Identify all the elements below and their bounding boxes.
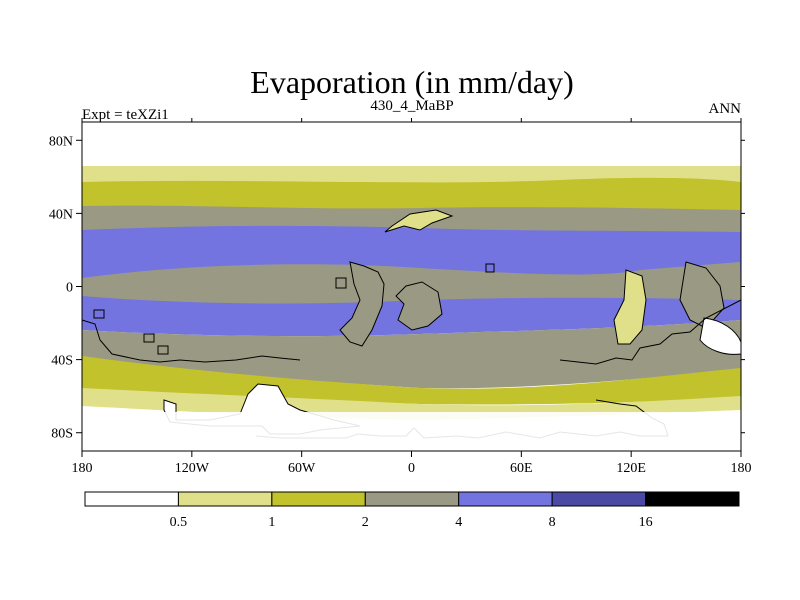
continent-west-outline — [339, 261, 385, 347]
colorbar-segment — [458, 491, 553, 507]
x-tick-label: 180 — [72, 461, 93, 476]
x-tick-label: 120W — [175, 461, 210, 476]
colorbar-label: 0.5 — [170, 515, 188, 530]
island-1 — [335, 277, 347, 289]
polar-white-bottom — [82, 412, 741, 451]
continent-center-outline — [395, 281, 443, 331]
y-tick-label: 40N — [49, 207, 73, 222]
x-tick-label: 60E — [510, 461, 533, 476]
colorbar-segment — [271, 491, 366, 507]
axes: 180 120W 60W 0 60E 120E 180 80N 40N 0 40S 80S — [49, 118, 752, 476]
continent-east-outline — [613, 269, 647, 345]
x-tick-label: 0 — [408, 461, 415, 476]
y-tick-label: 80S — [51, 427, 73, 442]
chart-title: Evaporation (in mm/day) — [250, 64, 573, 100]
colorbar-label: 2 — [362, 515, 369, 530]
colorbar: 0.5 1 2 4 8 16 — [84, 491, 740, 530]
band-south-grey — [82, 320, 741, 389]
colorbar-segment — [177, 491, 273, 507]
y-tick-label: 80N — [49, 134, 73, 149]
experiment-label: Expt = teXZi1 — [82, 107, 169, 123]
island-5 — [157, 345, 169, 355]
colorbar-label: 16 — [639, 515, 653, 530]
colorbar-segment — [84, 491, 179, 507]
x-tick-label: 180 — [731, 461, 752, 476]
y-tick-label: 0 — [66, 281, 73, 296]
x-tick-label: 60W — [288, 461, 316, 476]
map-plot — [81, 121, 742, 452]
island-4 — [143, 333, 155, 343]
colorbar-label: 4 — [455, 515, 462, 530]
x-tick-label: 120E — [616, 461, 646, 476]
continent-north-outline — [384, 209, 454, 233]
south-coast-2 — [559, 299, 742, 365]
period-label: 430_4_MaBP — [370, 98, 453, 114]
colorbar-label: 1 — [268, 515, 275, 530]
colorbar-segment — [551, 491, 647, 507]
season-label: ANN — [709, 101, 742, 117]
continent-far-east-outline — [679, 261, 725, 329]
colorbar-segment — [645, 491, 740, 507]
band-equatorial-grey — [82, 262, 741, 304]
band-south-olive — [82, 356, 741, 405]
band-north-olive — [82, 177, 741, 213]
island-3 — [93, 309, 105, 319]
south-coast-1 — [81, 319, 301, 363]
colorbar-segment — [364, 491, 460, 507]
island-2 — [485, 263, 495, 273]
colorbar-label: 8 — [549, 515, 556, 530]
y-tick-label: 40S — [51, 354, 73, 369]
